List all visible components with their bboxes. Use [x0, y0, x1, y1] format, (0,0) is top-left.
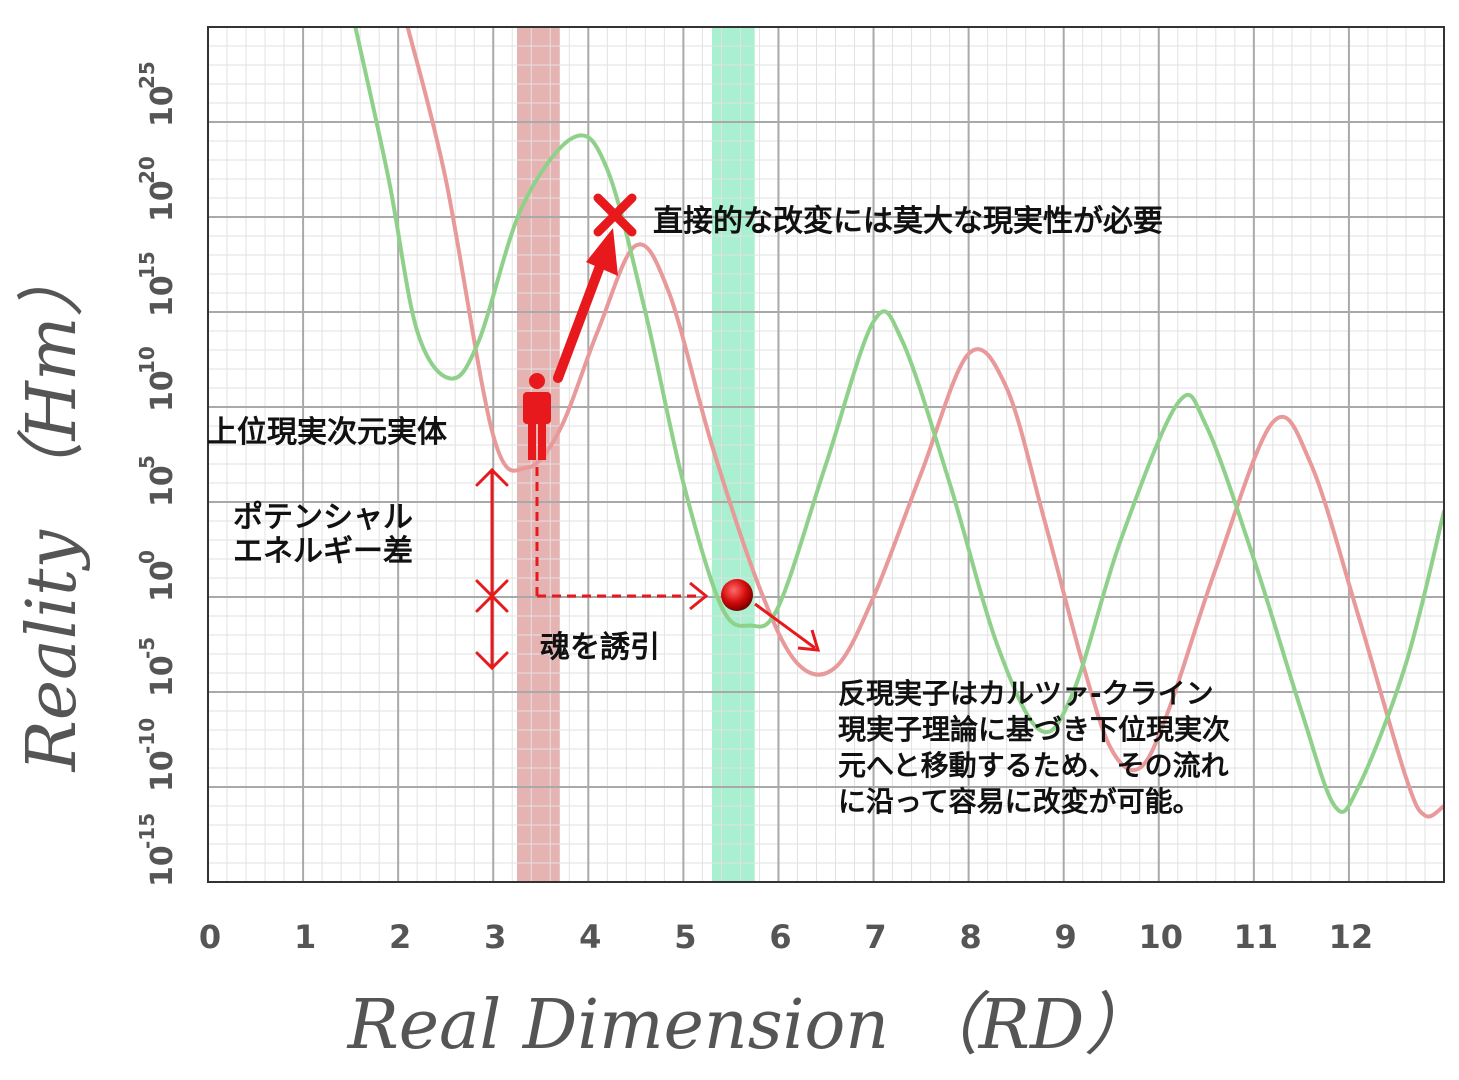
x-tick-label: 10: [1139, 918, 1184, 956]
soul-path-arrow: [535, 467, 700, 598]
annotation-top: 直接的な改変には莫大な現実性が必要: [653, 204, 1163, 239]
x-tick-label: 2: [389, 918, 411, 956]
y-tick-base: 10: [145, 85, 180, 127]
x-tick-label: 6: [769, 918, 791, 956]
series-line-0: [405, 27, 1444, 819]
y-tick-base: 10: [145, 275, 180, 317]
y-tick-label: 10-15: [135, 813, 180, 887]
curves: [353, 27, 1444, 819]
soul-arrow-head: [689, 581, 709, 611]
annotation-anti-line4: に沿って容易に改変が可能。: [838, 785, 1201, 818]
x-tick-label: 11: [1234, 918, 1279, 956]
y-tick-base: 10: [145, 180, 180, 222]
flow-arrow-head: [797, 629, 821, 652]
y-tick-label: 100: [135, 550, 180, 602]
y-tick-exponent: 5: [135, 455, 159, 469]
y-tick-base: 10: [145, 370, 180, 412]
grid: [207, 26, 1445, 883]
band-1: [711, 27, 755, 882]
x-axis-title: Real Dimension （RD）: [346, 986, 1153, 1065]
x-tick-label: 0: [199, 918, 221, 956]
y-tick-label: 10-5: [135, 637, 180, 697]
y-tick-exponent: 25: [135, 61, 159, 89]
annotations: 直接的な改変には莫大な現実性が必要 上位現実次元実体 ポテンシャル エネルギー差…: [207, 193, 1230, 818]
plot-frame: [207, 26, 1445, 883]
y-tick-label: 10-10: [135, 718, 180, 792]
x-tick-label: 8: [959, 918, 981, 956]
annotation-entity: 上位現実次元実体: [207, 415, 448, 450]
x-tick-label: 1: [294, 918, 316, 956]
y-tick-exponent: -10: [135, 718, 159, 754]
y-tick-label: 105: [135, 455, 180, 507]
annotation-soul: 魂を誘引: [540, 630, 660, 665]
y-tick-base: 10: [145, 465, 180, 507]
y-axis-title: Reality （Hm）: [13, 249, 92, 774]
annotation-potential-line2: エネルギー差: [233, 534, 413, 569]
y-tick-exponent: 15: [135, 251, 159, 279]
y-tick-base: 10: [145, 750, 180, 792]
cross-mark-icon: [593, 193, 637, 237]
y-tick-exponent: -5: [135, 637, 159, 659]
annotation-anti-line1: 反現実子はカルツァ-クライン: [838, 677, 1214, 710]
series-line-1: [353, 27, 1444, 814]
big-arrow-shaft: [553, 253, 608, 383]
y-tick-exponent: 10: [135, 346, 159, 374]
annotation-potential-line1: ポテンシャル: [233, 500, 413, 535]
x-tick-label: 7: [864, 918, 886, 956]
x-tick-label: 4: [579, 918, 601, 956]
x-tick-label: 5: [674, 918, 696, 956]
annotation-anti-line3: 元へと移動するため、その流れ: [838, 749, 1229, 782]
annotation-anti-line2: 現実子理論に基づき下位現実次: [838, 713, 1230, 746]
potential-arrows: [475, 467, 509, 671]
y-tick-exponent: 0: [135, 550, 159, 564]
big-arrow-head: [586, 228, 618, 276]
y-tick-base: 10: [145, 845, 180, 887]
soul-ball: [721, 579, 753, 611]
y-tick-exponent: 20: [135, 156, 159, 184]
highlight-bands: [517, 27, 755, 882]
x-tick-label: 12: [1329, 918, 1374, 956]
flow-arrow-shaft: [754, 602, 816, 650]
x-tick-label: 3: [484, 918, 506, 956]
y-tick-exponent: -15: [135, 813, 159, 849]
y-tick-base: 10: [145, 560, 180, 602]
x-tick-labels: 0 1 2 3 4 5 6 7 8 9 10 11 12: [199, 918, 1373, 956]
x-tick-label: 9: [1055, 918, 1077, 956]
y-tick-base: 10: [145, 655, 180, 697]
person-icon: [523, 373, 551, 460]
